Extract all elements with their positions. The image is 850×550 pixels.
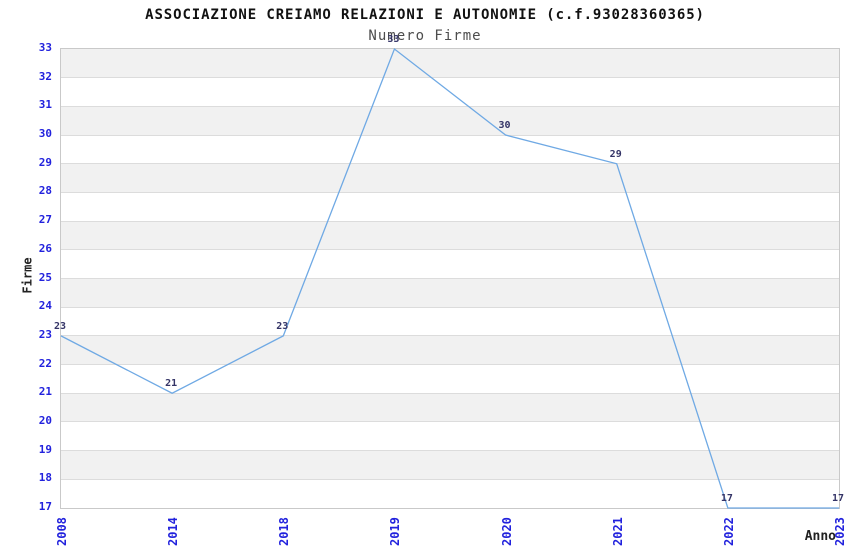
gridline — [61, 421, 839, 423]
x-tick-label: 2018 — [277, 517, 292, 546]
plot-band — [61, 192, 839, 222]
y-tick-label: 26 — [38, 241, 52, 255]
x-tick-label: 2014 — [166, 517, 181, 546]
plot-band — [61, 335, 839, 365]
plot-band — [61, 135, 839, 164]
gridline — [61, 364, 839, 366]
line-series-svg — [60, 47, 839, 509]
plot-band — [61, 221, 839, 250]
gridline — [61, 335, 839, 337]
data-label: 17 — [831, 493, 845, 504]
gridline — [61, 306, 839, 308]
plot-band — [61, 450, 839, 480]
gridline — [61, 249, 839, 251]
data-label: 30 — [498, 120, 511, 132]
data-label: 21 — [165, 378, 178, 390]
plot-band — [61, 163, 839, 193]
y-tick-label: 21 — [38, 385, 52, 399]
y-tick-label: 20 — [38, 413, 52, 427]
plot-band — [61, 307, 839, 336]
plot-band — [61, 49, 839, 78]
y-tick-label: 19 — [38, 442, 52, 456]
gridline — [61, 105, 839, 107]
plot-band — [61, 364, 839, 394]
y-tick-label: 28 — [38, 184, 52, 198]
plot-area — [60, 47, 840, 509]
y-tick-label: 25 — [38, 270, 52, 284]
plot-band — [61, 278, 839, 308]
plot-band — [61, 479, 839, 508]
x-tick-label: 2023 — [833, 517, 847, 546]
y-tick-label: 32 — [38, 69, 52, 83]
x-tick-label: 2020 — [499, 517, 514, 546]
gridline — [61, 134, 839, 136]
y-tick-label: 24 — [38, 299, 52, 313]
x-tick-label: 2021 — [610, 517, 625, 546]
y-tick-label: 23 — [38, 327, 52, 341]
gridline — [61, 220, 839, 222]
x-tick-label: 2019 — [388, 517, 403, 546]
gridline — [61, 77, 839, 79]
data-label: 33 — [387, 34, 400, 45]
data-label: 23 — [276, 320, 289, 332]
data-label: 29 — [609, 148, 622, 160]
y-tick-label: 33 — [38, 41, 52, 54]
data-label: 17 — [720, 493, 733, 504]
gridline — [61, 163, 839, 165]
y-tick-label: 31 — [38, 98, 52, 112]
x-tick-label: 2008 — [55, 517, 69, 546]
y-tick-label: 30 — [38, 127, 52, 141]
gridline — [61, 392, 839, 394]
plot-band — [61, 421, 839, 451]
y-tick-label: 27 — [38, 213, 52, 227]
plot-band — [61, 106, 839, 136]
y-tick-label: 17 — [38, 500, 52, 513]
gridline — [61, 278, 839, 279]
plot-band — [61, 393, 839, 422]
gridline — [61, 191, 839, 193]
y-tick-label: 18 — [38, 471, 52, 485]
gridline — [61, 478, 839, 480]
chart-title: ASSOCIAZIONE CREIAMO RELAZIONI E AUTONOM… — [145, 7, 705, 23]
chart-subtitle: Numero Firme — [368, 28, 482, 44]
line-series — [60, 47, 839, 509]
y-tick-label: 22 — [38, 356, 52, 370]
data-label: 23 — [53, 320, 67, 332]
y-tick-label: 29 — [38, 155, 52, 169]
x-axis-title: Anno — [804, 529, 836, 544]
gridline — [61, 450, 839, 452]
x-tick-label: 2022 — [721, 517, 736, 546]
plot-band — [61, 249, 839, 279]
